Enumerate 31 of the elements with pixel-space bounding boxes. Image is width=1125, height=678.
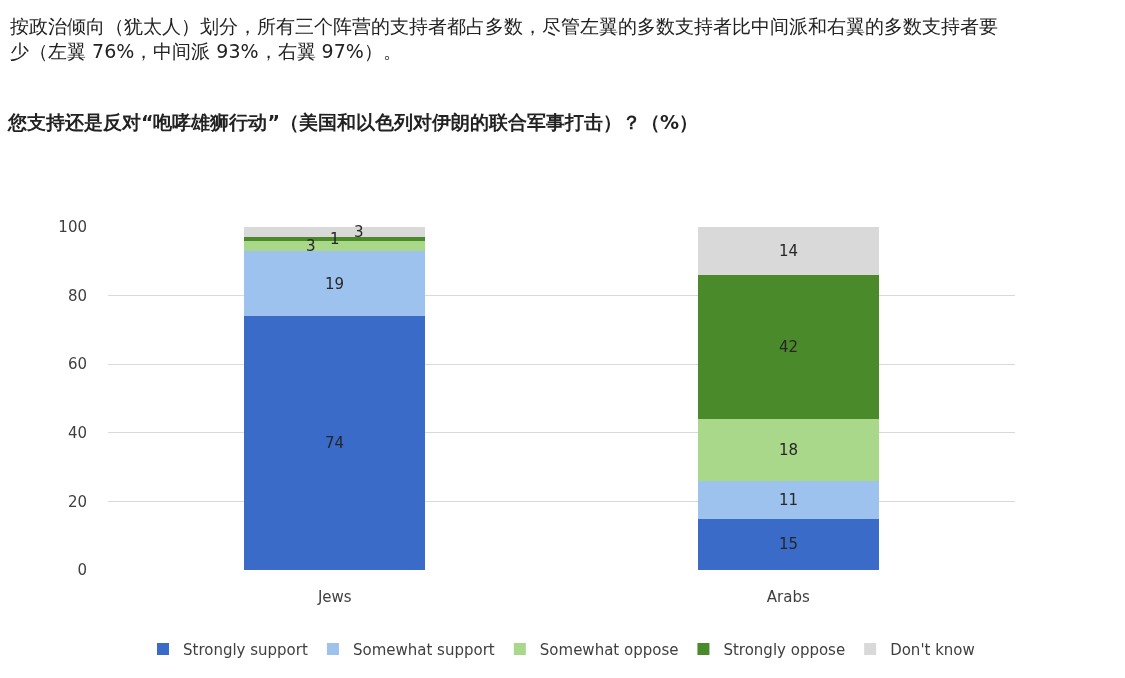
y-tick-label: 100 bbox=[58, 218, 87, 237]
data-label: 74 bbox=[325, 434, 345, 452]
data-label: 3 bbox=[306, 237, 316, 255]
bar bbox=[697, 227, 879, 276]
x-tick-label: Jews bbox=[316, 588, 352, 606]
bar bbox=[244, 316, 426, 570]
data-label: 3 bbox=[354, 223, 364, 241]
data-label: 42 bbox=[779, 338, 799, 356]
y-tick-label: 20 bbox=[67, 492, 87, 511]
chart-title: 您支持还是反对“咆哮雄狮行动”（美国和以色列对伊朗的联合军事打击）？（%） bbox=[7, 110, 699, 133]
bar bbox=[697, 419, 879, 481]
bar bbox=[697, 518, 879, 570]
legend-label: Strongly oppose bbox=[723, 640, 846, 659]
y-tick-label: 80 bbox=[67, 286, 87, 305]
bar bbox=[697, 480, 879, 519]
y-tick-label: 60 bbox=[67, 355, 87, 374]
data-label: 14 bbox=[779, 242, 799, 260]
data-label: 19 bbox=[325, 275, 345, 293]
y-tick-label: 0 bbox=[77, 561, 87, 580]
bar bbox=[244, 251, 426, 317]
text: 按政治倾向（犹太人）划分，所有三个阵营的支持者都占多数，尽管左翼的多数支持者比中间派和右翼的多数支持者要少（左翼 76%，中间派 93%，右翼 97%）。 bbox=[10, 15, 998, 62]
data-label: 11 bbox=[779, 491, 799, 509]
y-tick-label: 40 bbox=[67, 424, 87, 443]
legend-label: Strongly support bbox=[183, 640, 308, 659]
bar bbox=[697, 275, 879, 420]
data-label: 15 bbox=[779, 535, 799, 553]
x-tick-label: Arabs bbox=[766, 588, 810, 606]
legend-label: Somewhat oppose bbox=[539, 640, 679, 659]
data-label: 18 bbox=[779, 441, 799, 459]
legend-label: Somewhat support bbox=[352, 640, 495, 659]
legend-label: Don't know bbox=[890, 640, 975, 659]
